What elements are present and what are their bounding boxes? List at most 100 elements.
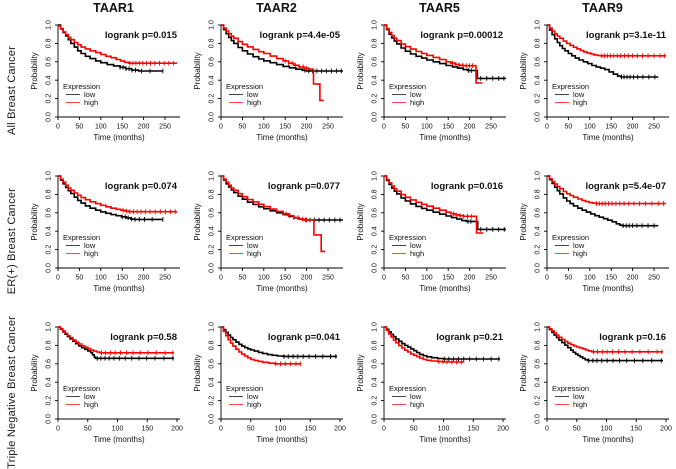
svg-text:Probability: Probability: [193, 203, 202, 240]
svg-text:high: high: [247, 249, 261, 258]
svg-text:0.4: 0.4: [535, 226, 542, 236]
svg-text:200: 200: [171, 426, 183, 433]
km-chart-svg: 0 50 100 150 200 250 0.0 0.2 0.4 0.6 0.8 1.0 Time (m…: [519, 171, 669, 293]
svg-text:0: 0: [382, 275, 386, 282]
svg-text:0.6: 0.6: [46, 359, 53, 369]
svg-text:0: 0: [382, 124, 386, 131]
svg-text:100: 100: [584, 275, 596, 282]
svg-text:1.0: 1.0: [372, 171, 379, 181]
svg-text:0.2: 0.2: [46, 245, 53, 255]
svg-text:200: 200: [627, 124, 639, 131]
svg-text:logrank p=0.077: logrank p=0.077: [268, 181, 340, 192]
svg-text:150: 150: [605, 124, 617, 131]
svg-text:200: 200: [464, 275, 476, 282]
svg-text:150: 150: [467, 426, 479, 433]
svg-text:Probability: Probability: [356, 354, 365, 391]
svg-text:Expression: Expression: [389, 233, 426, 242]
svg-text:200: 200: [301, 124, 313, 131]
svg-text:0.4: 0.4: [372, 377, 379, 387]
svg-text:50: 50: [76, 275, 84, 282]
svg-text:Time (months): Time (months): [93, 284, 145, 293]
km-panel-tn-taar1: 0 50 100 150 200 0.0 0.2 0.4 0.6 0.8 1.0 Time (mont…: [24, 317, 187, 468]
svg-text:0.8: 0.8: [372, 340, 379, 350]
km-panel-er-taar5: 0 50 100 150 200 250 0.0 0.2 0.4 0.6 0.8 1.0 Time (m…: [350, 166, 513, 317]
svg-text:0: 0: [382, 426, 386, 433]
svg-text:0.8: 0.8: [46, 189, 53, 199]
svg-text:0: 0: [56, 275, 60, 282]
svg-text:1.0: 1.0: [372, 20, 379, 30]
svg-text:0.0: 0.0: [209, 414, 216, 424]
svg-text:0.8: 0.8: [535, 189, 542, 199]
svg-text:50: 50: [565, 275, 573, 282]
svg-text:1.0: 1.0: [372, 322, 379, 332]
svg-text:0.4: 0.4: [46, 226, 53, 236]
svg-text:250: 250: [159, 124, 171, 131]
svg-text:50: 50: [410, 426, 418, 433]
svg-text:0.6: 0.6: [535, 359, 542, 369]
svg-text:100: 100: [95, 275, 107, 282]
svg-text:high: high: [84, 400, 98, 409]
svg-text:0.2: 0.2: [46, 396, 53, 406]
svg-text:1.0: 1.0: [46, 20, 53, 30]
svg-text:0.2: 0.2: [209, 94, 216, 104]
svg-text:Expression: Expression: [63, 233, 100, 242]
svg-text:Time (months): Time (months): [419, 435, 471, 444]
svg-text:Time (months): Time (months): [93, 133, 145, 142]
svg-text:logrank p=0.00012: logrank p=0.00012: [420, 30, 503, 41]
svg-text:0: 0: [219, 124, 223, 131]
svg-text:1.0: 1.0: [209, 171, 216, 181]
km-chart-svg: 0 50 100 150 200 250 0.0 0.2 0.4 0.6 0.8 1.0 Time (m…: [30, 171, 180, 293]
svg-text:Time (months): Time (months): [256, 284, 308, 293]
km-panel-tn-taar5: 0 50 100 150 200 0.0 0.2 0.4 0.6 0.8 1.0 Time (mont…: [350, 317, 513, 468]
svg-text:250: 250: [322, 124, 334, 131]
svg-text:0.8: 0.8: [46, 340, 53, 350]
km-panel-all-taar5: 0 50 100 150 200 250 0.0 0.2 0.4 0.6 0.8 1.0 Time (m…: [350, 15, 513, 166]
svg-text:0: 0: [545, 275, 549, 282]
svg-text:0.6: 0.6: [372, 57, 379, 67]
svg-text:0.2: 0.2: [372, 94, 379, 104]
svg-text:low: low: [573, 90, 585, 99]
svg-text:0.0: 0.0: [535, 112, 542, 122]
svg-text:0.4: 0.4: [46, 377, 53, 387]
svg-text:0.0: 0.0: [372, 263, 379, 273]
svg-text:50: 50: [84, 426, 92, 433]
svg-text:high: high: [247, 98, 261, 107]
svg-text:100: 100: [95, 124, 107, 131]
svg-text:0.4: 0.4: [209, 377, 216, 387]
svg-text:0.6: 0.6: [535, 208, 542, 218]
svg-text:200: 200: [301, 275, 313, 282]
svg-text:Expression: Expression: [63, 82, 100, 91]
svg-text:0.6: 0.6: [209, 208, 216, 218]
svg-text:0.2: 0.2: [535, 94, 542, 104]
svg-text:0.8: 0.8: [372, 189, 379, 199]
svg-text:0: 0: [56, 426, 60, 433]
svg-text:250: 250: [485, 275, 497, 282]
svg-text:200: 200: [464, 124, 476, 131]
svg-text:Probability: Probability: [30, 354, 39, 391]
svg-text:Expression: Expression: [226, 233, 263, 242]
svg-text:Time (months): Time (months): [582, 284, 634, 293]
km-panel-tn-taar2: 0 50 100 150 200 0.0 0.2 0.4 0.6 0.8 1.0 Time (mont…: [187, 317, 350, 468]
km-chart-svg: 0 50 100 150 200 0.0 0.2 0.4 0.6 0.8 1.0 Time (mont…: [519, 322, 672, 444]
svg-text:low: low: [410, 90, 422, 99]
svg-text:100: 100: [421, 124, 433, 131]
svg-text:1.0: 1.0: [535, 322, 542, 332]
svg-text:50: 50: [573, 426, 581, 433]
svg-text:Expression: Expression: [63, 384, 100, 393]
svg-text:Probability: Probability: [193, 52, 202, 89]
svg-text:Expression: Expression: [226, 82, 263, 91]
svg-text:Expression: Expression: [389, 384, 426, 393]
svg-text:50: 50: [402, 275, 410, 282]
svg-text:0.0: 0.0: [46, 112, 53, 122]
km-panel-all-taar1: 0 50 100 150 200 250 0.0 0.2 0.4 0.6 0.8 1.0 Time (m…: [24, 15, 187, 166]
svg-text:0.4: 0.4: [46, 75, 53, 85]
svg-text:0.8: 0.8: [372, 38, 379, 48]
svg-text:150: 150: [442, 275, 454, 282]
svg-text:low: low: [410, 392, 422, 401]
svg-text:50: 50: [239, 124, 247, 131]
svg-text:Probability: Probability: [193, 354, 202, 391]
svg-text:logrank p=0.041: logrank p=0.041: [268, 332, 341, 343]
svg-text:0: 0: [56, 124, 60, 131]
svg-text:0.0: 0.0: [46, 263, 53, 273]
